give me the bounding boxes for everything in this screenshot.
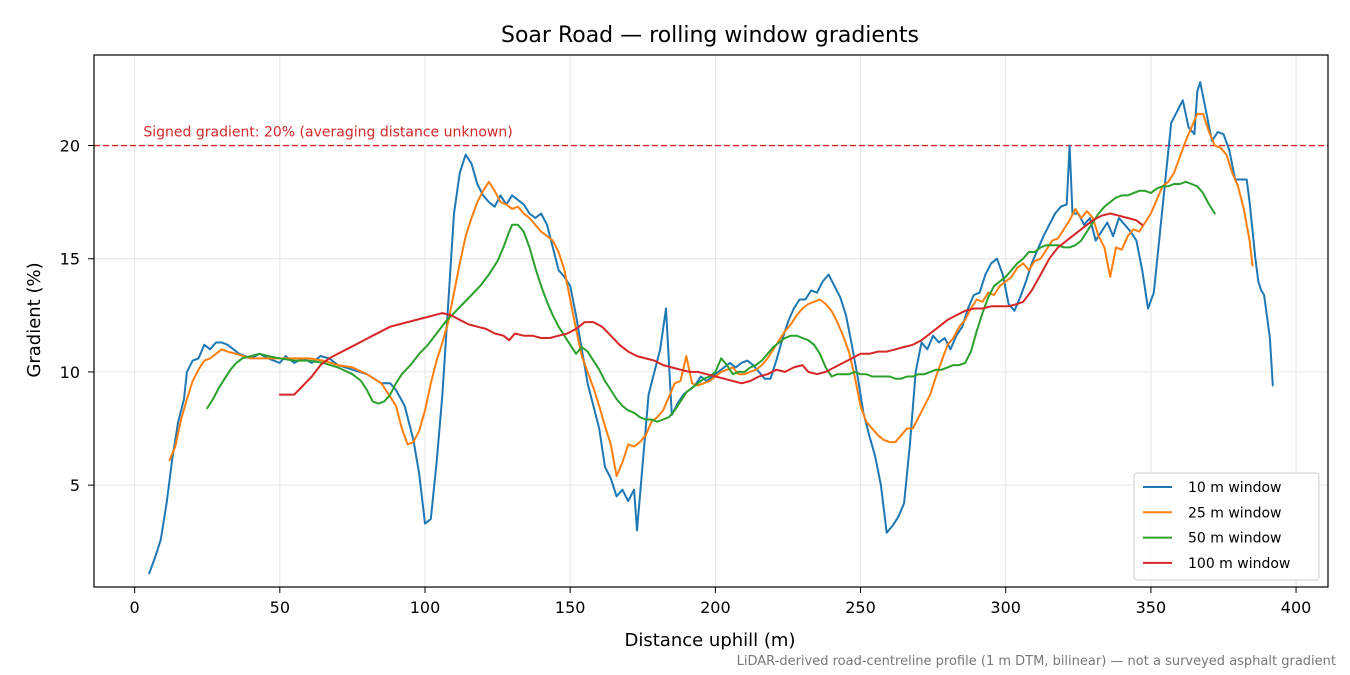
reference-line-label: Signed gradient: 20% (averaging distance… [143,125,512,141]
legend-label: 25 m window [1188,505,1281,521]
legend-label: 50 m window [1188,531,1281,547]
reference-line-group: Signed gradient: 20% (averaging distance… [94,125,1328,147]
legend-label: 10 m window [1188,480,1281,496]
y-axis-ticks: 5 10 15 20 [60,137,94,495]
x-tick-label: 400 [1281,598,1312,617]
chart-title: Soar Road — rolling window gradients [501,23,919,48]
x-tick-label: 0 [130,598,140,617]
legend-label: 100 m window [1188,556,1290,572]
grid-lines [94,55,1328,587]
series-group [148,81,1274,575]
x-tick-label: 150 [555,598,586,617]
x-tick-label: 200 [700,598,731,617]
series-line-2 [168,112,1254,478]
x-tick-label: 100 [410,598,441,617]
legend-box [1133,472,1320,581]
legend: 10 m window 25 m window 50 m window 100 m w… [1133,472,1320,581]
y-tick-label: 20 [60,137,80,156]
footnote: LiDAR-derived road-centreline profile (1… [737,654,1336,669]
x-axis-label: Distance uphill (m) [625,630,796,651]
y-tick-label: 15 [60,250,80,269]
x-axis-ticks: 0 50 100 150 200 250 300 350 400 [130,587,1312,617]
y-tick-label: 10 [60,363,80,382]
plot-area-frame [93,54,1329,588]
series-line-3 [206,180,1216,423]
y-axis-label: Gradient (%) [24,262,45,377]
x-tick-label: 250 [845,598,876,617]
series-line-4 [278,212,1144,396]
x-tick-label: 350 [1136,598,1167,617]
x-tick-label: 50 [270,598,290,617]
y-tick-label: 5 [70,476,80,495]
x-tick-label: 300 [990,598,1021,617]
